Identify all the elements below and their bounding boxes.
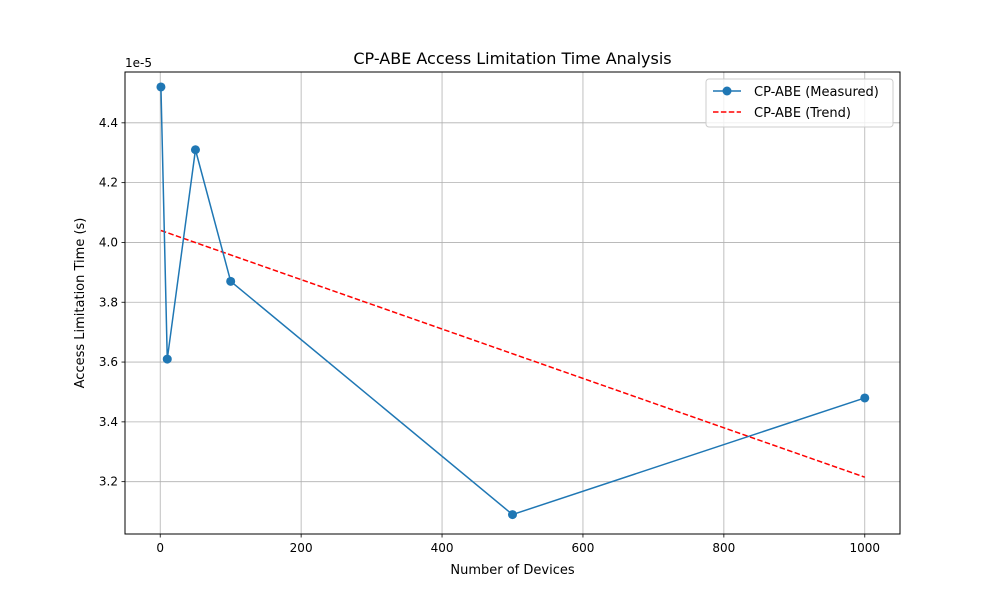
measured-data-point [162, 354, 172, 364]
x-tick-label: 1000 [849, 541, 880, 555]
measured-data-point [508, 510, 517, 520]
legend: CP-ABE (Measured) CP-ABE (Trend) [705, 78, 894, 128]
plot-area-frame [124, 71, 901, 535]
y-tick-label: 3.4 [99, 415, 118, 429]
y-axis-label: Access Limitation Time (s) [73, 218, 88, 389]
y-tick-label: 4.4 [99, 116, 118, 130]
y-tick-label: 3.2 [99, 475, 118, 489]
series-layer [156, 82, 870, 520]
grid-lines [125, 72, 900, 534]
y-tick-label: 3.8 [99, 295, 118, 309]
x-tick-label: 200 [290, 541, 313, 555]
legend-box [705, 78, 894, 128]
measured-data-point [156, 82, 166, 92]
measured-data-point [190, 145, 200, 155]
legend-label-trend: CP-ABE (Trend) [754, 106, 851, 121]
legend-label-measured: CP-ABE (Measured) [754, 85, 879, 100]
x-axis-ticks: 0 200 400 600 800 1000 [156, 534, 880, 555]
x-tick-label: 0 [156, 541, 164, 555]
legend-measured-marker-swatch [722, 86, 732, 96]
x-tick-label: 400 [431, 541, 454, 555]
y-tick-label: 4.0 [99, 235, 118, 249]
y-tick-label: 3.6 [99, 355, 118, 369]
x-axis-label: Number of Devices [450, 563, 574, 578]
series-measured-line [160, 86, 866, 516]
y-tick-label: 4.2 [99, 176, 118, 190]
x-tick-label: 600 [572, 541, 595, 555]
y-axis-ticks: 3.2 3.4 3.6 3.8 4.0 4.2 4.4 [99, 116, 125, 489]
measured-data-point [860, 393, 870, 403]
measured-data-point [226, 276, 236, 286]
chart-title: CP-ABE Access Limitation Time Analysis [353, 49, 671, 68]
y-axis-offset-label: 1e-5 [125, 56, 152, 70]
x-tick-label: 800 [712, 541, 735, 555]
